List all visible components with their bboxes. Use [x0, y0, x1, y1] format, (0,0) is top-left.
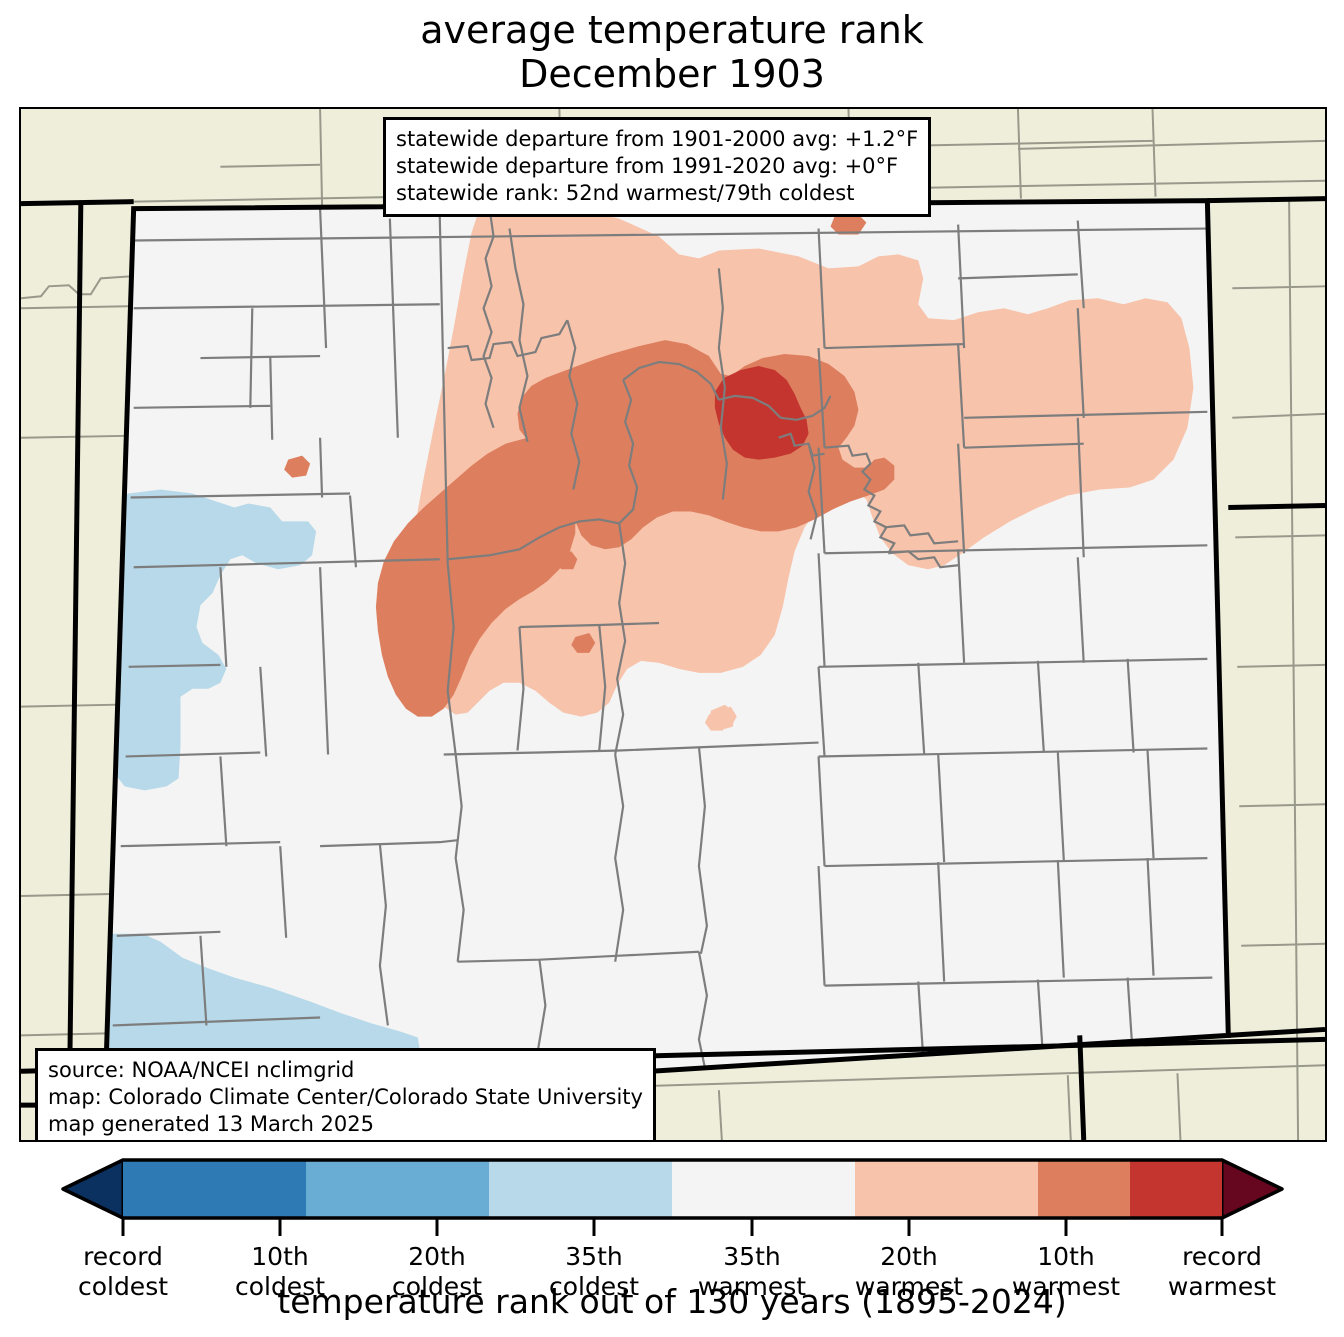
title-main: average temperature rank [420, 8, 924, 52]
colorbar-tick-1-bottom: coldest [234, 1272, 326, 1301]
anomaly-35th-warmest-island-far-east [718, 706, 737, 727]
colorbar-tick-4-top: 35th [723, 1242, 781, 1271]
anomaly-20th-warmest-island-c [571, 632, 596, 653]
colorbar-tick-4: 35th warmest [652, 1242, 852, 1302]
statewide-stats-box: statewide departure from 1901-2000 avg: … [383, 117, 932, 217]
colorado-interior [104, 200, 1229, 1106]
colorbar-ticks [121, 1218, 1224, 1236]
colorbar-tick-3: 35th coldest [494, 1242, 694, 1302]
source-line-1: source: NOAA/NCEI nclimgrid [48, 1058, 355, 1082]
colorbar-tick-2-bottom: coldest [391, 1272, 483, 1301]
colorbar-tick-6-top: 10th [1037, 1242, 1095, 1271]
colorbar-band-35th-coldest [489, 1160, 672, 1218]
colorbar-tick-1: 10th coldest [180, 1242, 380, 1302]
colorbar-tick-6: 10th warmest [966, 1242, 1166, 1302]
colorbar-tick-2: 20th coldest [337, 1242, 537, 1302]
colorbar-extend-low [61, 1158, 125, 1220]
colorbar-extend-high [1220, 1158, 1284, 1220]
colorbar-tick-3-top: 35th [565, 1242, 623, 1271]
anomaly-20th-warmest [517, 340, 895, 550]
colorado-county-lines [112, 208, 1213, 1078]
colorado-climate-map [21, 109, 1325, 1140]
colorbar-band-35th-warmest [855, 1160, 1038, 1218]
colorbar-tick-labels: record coldest 10th coldest 20th coldest… [0, 1216, 1344, 1301]
anomaly-20th-warmest-island-a [284, 455, 311, 478]
anomaly-20th-warmest-island-d [830, 212, 867, 235]
colorbar-tick-5: 20th warmest [809, 1242, 1009, 1302]
anomaly-35th-warmest-island-ne [1041, 316, 1070, 345]
colorbar-axis-label: temperature rank out of 130 years (1895-… [277, 1282, 1067, 1321]
stats-line-1: statewide departure from 1901-2000 avg: … [396, 127, 919, 151]
title-subtitle: December 1903 [519, 52, 825, 96]
colorbar-tick-3-bottom: coldest [548, 1272, 640, 1301]
colorbar-tick-0-bottom: coldest [77, 1272, 169, 1301]
colorbar-tick-7-top: record [1182, 1242, 1262, 1271]
colorbar-band-neutral [672, 1160, 855, 1218]
colorbar-tick-5-bottom: warmest [854, 1272, 964, 1301]
stats-line-3: statewide rank: 52nd warmest/79th coldes… [396, 181, 855, 205]
anomaly-20th-warmest-southwest-lobe [375, 437, 576, 717]
page-title: average temperature rank December 1903 [0, 8, 1344, 96]
colorbar-band-10th-coldest [123, 1160, 306, 1218]
map-panel: statewide departure from 1901-2000 avg: … [19, 107, 1327, 1142]
colorbar-tick-2-top: 20th [408, 1242, 466, 1271]
colorbar-tick-5-top: 20th [880, 1242, 938, 1271]
colorbar-band-20th-coldest [306, 1160, 489, 1218]
colorbar-tick-7-bottom: warmest [1167, 1272, 1277, 1301]
colorbar-band-10w [1130, 1160, 1222, 1218]
colorbar-tick-7: record warmest [1122, 1242, 1322, 1302]
colorbar-tick-0: record coldest [23, 1242, 223, 1302]
source-line-3: map generated 13 March 2025 [48, 1112, 375, 1136]
colorbar-tick-1-top: 10th [251, 1242, 309, 1271]
anomaly-20th-warmest-island-b [555, 551, 578, 570]
anomaly-35th-coldest-southwest [104, 933, 420, 1070]
stats-line-2: statewide departure from 1991-2020 avg: … [396, 154, 899, 178]
source-line-2: map: Colorado Climate Center/Colorado St… [48, 1085, 643, 1109]
source-credits-box: source: NOAA/NCEI nclimgrid map: Colorad… [35, 1048, 656, 1140]
colorbar-tick-0-top: record [83, 1242, 163, 1271]
colorbar-band-20w [1038, 1160, 1130, 1218]
colorbar-tick-4-bottom: warmest [697, 1272, 807, 1301]
colorbar-legend: record coldest 10th coldest 20th coldest… [0, 1156, 1344, 1337]
colorbar-svg [61, 1158, 1284, 1236]
colorbar-tick-6-bottom: warmest [1011, 1272, 1121, 1301]
